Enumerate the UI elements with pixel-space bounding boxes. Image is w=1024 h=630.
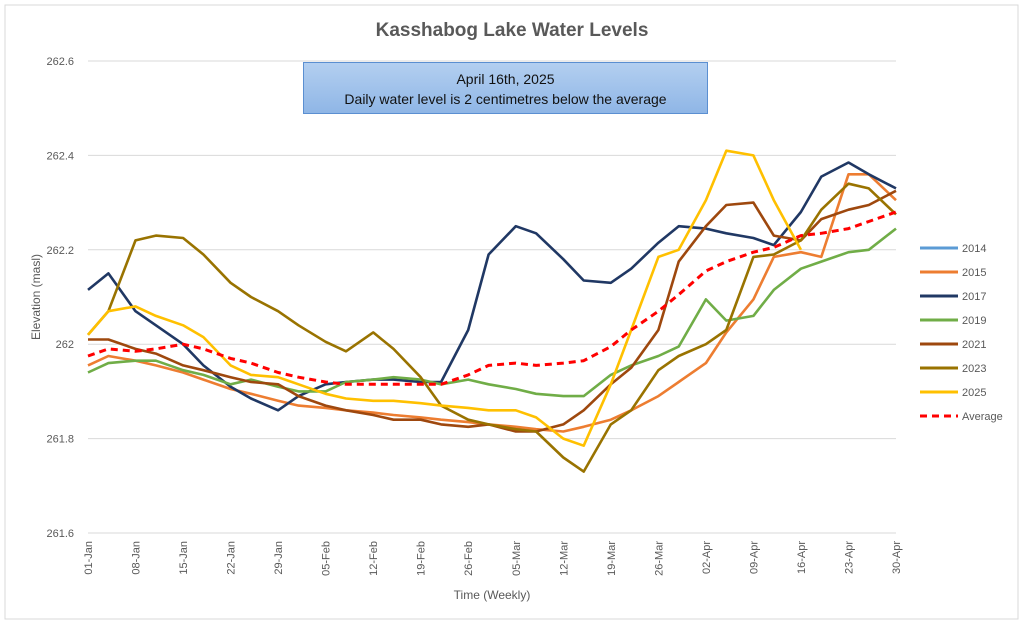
x-tick-label: 23-Apr xyxy=(843,541,855,574)
series-line-2017 xyxy=(87,161,897,412)
x-axis-label: Time (Weekly) xyxy=(454,588,531,602)
x-tick-label: 30-Apr xyxy=(891,541,903,574)
legend-label: 2021 xyxy=(962,339,986,351)
legend-label: 2014 xyxy=(962,243,986,255)
y-axis-label: Elevation (masl) xyxy=(29,254,43,340)
legend-label: 2025 xyxy=(962,387,986,399)
x-tick-label: 05-Feb xyxy=(321,541,333,576)
annotation-date: April 16th, 2025 xyxy=(456,71,555,87)
x-tick-label: 01-Jan xyxy=(83,541,95,575)
y-tick-label: 262.4 xyxy=(46,150,74,162)
x-tick-label: 22-Jan xyxy=(226,541,238,575)
legend-label: 2019 xyxy=(962,315,986,327)
chart-title: Kasshabog Lake Water Levels xyxy=(376,20,649,41)
y-tick-label: 262.2 xyxy=(46,245,74,257)
series-line-average xyxy=(87,210,897,386)
x-tick-label: 09-Apr xyxy=(748,541,760,574)
x-tick-label: 05-Mar xyxy=(511,541,523,576)
x-tick-label: 19-Feb xyxy=(416,541,428,576)
x-tick-label: 26-Mar xyxy=(653,541,665,576)
legend-label: 2017 xyxy=(962,291,986,303)
y-tick-label: 262.6 xyxy=(46,56,74,68)
legend-label: 2023 xyxy=(962,363,986,375)
y-tick-label: 261.8 xyxy=(46,434,74,446)
annotation-text: Daily water level is 2 centimetres below… xyxy=(344,91,667,107)
x-tick-label: 02-Apr xyxy=(701,541,713,574)
legend-label: Average xyxy=(962,411,1003,423)
x-tick-label: 15-Jan xyxy=(178,541,190,575)
x-tick-label: 12-Mar xyxy=(558,541,570,576)
x-tick-label: 26-Feb xyxy=(463,541,475,576)
x-tick-label: 12-Feb xyxy=(368,541,380,576)
x-tick-label: 19-Mar xyxy=(606,541,618,576)
legend-label: 2015 xyxy=(962,267,986,279)
x-tick-label: 29-Jan xyxy=(273,541,285,575)
series-line-2023 xyxy=(87,182,897,473)
x-tick-label: 08-Jan xyxy=(131,541,143,575)
y-tick-label: 262 xyxy=(56,339,74,351)
series-line-2019 xyxy=(87,227,897,398)
series-line-2025 xyxy=(87,149,803,447)
annotation-box: April 16th, 2025 Daily water level is 2 … xyxy=(303,62,708,114)
x-tick-label: 16-Apr xyxy=(796,541,808,574)
y-tick-label: 261.6 xyxy=(46,528,74,540)
